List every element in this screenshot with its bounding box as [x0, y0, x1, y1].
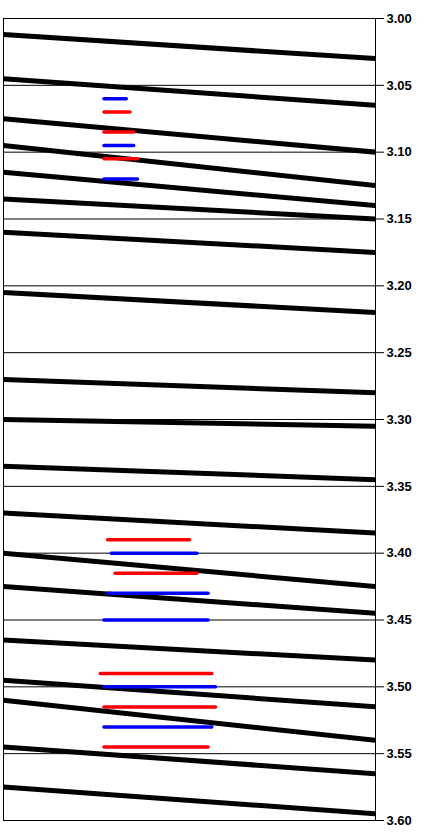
svg-text:3.60: 3.60: [387, 813, 412, 828]
svg-text:3.10: 3.10: [387, 144, 412, 159]
svg-text:3.20: 3.20: [387, 278, 412, 293]
svg-text:3.55: 3.55: [387, 746, 412, 761]
svg-text:3.00: 3.00: [387, 11, 412, 26]
svg-text:3.50: 3.50: [387, 679, 412, 694]
svg-text:3.35: 3.35: [387, 478, 412, 493]
svg-text:3.25: 3.25: [387, 345, 412, 360]
svg-text:3.45: 3.45: [387, 612, 412, 627]
svg-text:3.40: 3.40: [387, 545, 412, 560]
svg-text:3.15: 3.15: [387, 211, 412, 226]
svg-text:3.30: 3.30: [387, 412, 412, 427]
svg-text:3.05: 3.05: [387, 77, 412, 92]
